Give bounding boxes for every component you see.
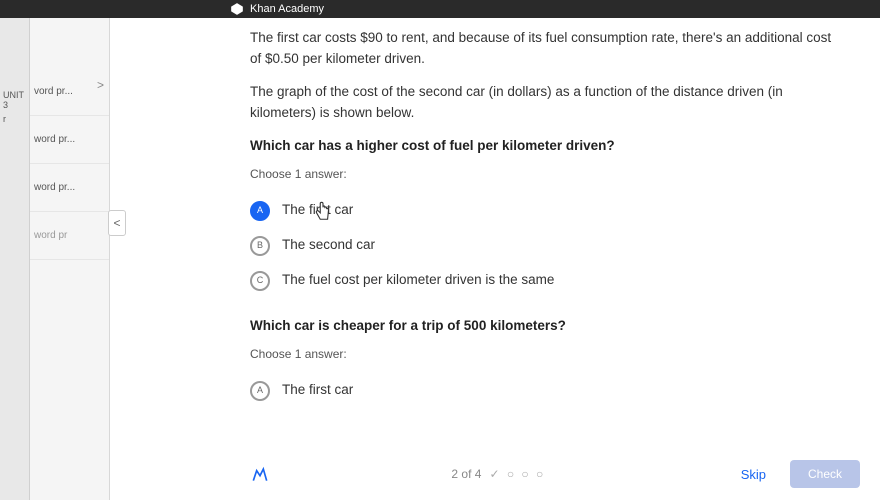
- choose-instruction: Choose 1 answer:: [250, 165, 840, 184]
- top-bar: Khan Academy: [0, 0, 880, 18]
- sidebar-item[interactable]: word pr...: [30, 164, 109, 212]
- sidebar-item-label: vord pr...: [34, 86, 73, 97]
- unit-label: UNIT 3: [0, 88, 29, 112]
- q2-option-a[interactable]: A The first car: [250, 373, 840, 408]
- radio-icon: B: [250, 236, 270, 256]
- sidebar-item[interactable]: word pr: [30, 212, 109, 260]
- problem-paragraph-2: The graph of the cost of the second car …: [250, 82, 840, 124]
- progress-text: 2 of 4: [451, 465, 481, 484]
- option-label: The fuel cost per kilometer driven is th…: [282, 270, 554, 291]
- brand-title: Khan Academy: [250, 3, 324, 15]
- unit-sub: r: [0, 112, 29, 126]
- far-left-column: UNIT 3 r: [0, 18, 30, 500]
- q1-option-a[interactable]: A The first car: [250, 193, 840, 228]
- radio-icon: C: [250, 271, 270, 291]
- progress-dots: ✓ ○ ○ ○: [489, 465, 545, 484]
- option-label: The first car: [282, 200, 353, 221]
- mascot-icon: [250, 464, 270, 484]
- option-label: The first car: [282, 380, 353, 401]
- sidebar-item-label: word pr...: [34, 134, 75, 145]
- sidebar-item[interactable]: word pr...: [30, 116, 109, 164]
- question-1-text: Which car has a higher cost of fuel per …: [250, 136, 840, 157]
- bottom-bar: 2 of 4 ✓ ○ ○ ○ Skip Check: [240, 454, 870, 494]
- radio-icon: A: [250, 381, 270, 401]
- problem-paragraph-1: The first car costs $90 to rent, and bec…: [250, 28, 840, 70]
- main-content: The first car costs $90 to rent, and bec…: [110, 18, 880, 500]
- skip-button[interactable]: Skip: [727, 460, 780, 488]
- sidebar-expand-icon[interactable]: >: [97, 78, 104, 92]
- collapse-sidebar-button[interactable]: <: [108, 210, 126, 236]
- sidebar-item-label: word pr: [34, 230, 67, 241]
- lesson-sidebar: > vord pr... word pr... word pr... word …: [30, 18, 110, 500]
- option-label: The second car: [282, 235, 375, 256]
- sidebar-item-label: word pr...: [34, 182, 75, 193]
- check-button[interactable]: Check: [790, 460, 860, 488]
- q1-option-c[interactable]: C The fuel cost per kilometer driven is …: [250, 263, 840, 298]
- sidebar-item[interactable]: vord pr...: [30, 68, 109, 116]
- q1-option-b[interactable]: B The second car: [250, 228, 840, 263]
- brand-icon: [230, 2, 244, 16]
- choose-instruction: Choose 1 answer:: [250, 345, 840, 364]
- question-2-text: Which car is cheaper for a trip of 500 k…: [250, 316, 840, 337]
- progress-indicator: 2 of 4 ✓ ○ ○ ○: [451, 465, 545, 484]
- radio-selected-icon: A: [250, 201, 270, 221]
